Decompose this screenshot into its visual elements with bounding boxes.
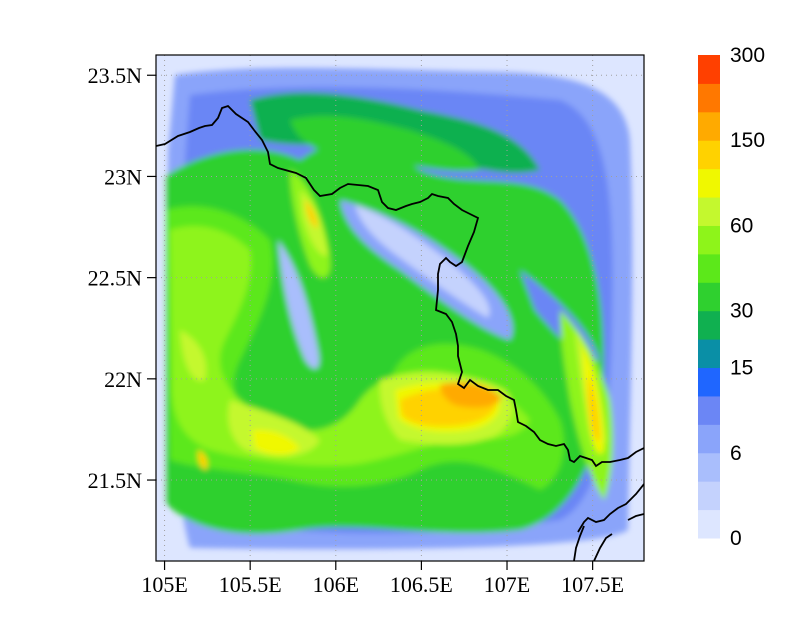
lat-tick-label: 23.5N: [88, 63, 143, 88]
colorbar-swatch: [698, 253, 720, 283]
contour-band-6-ribbon: [278, 240, 320, 369]
colorbar-swatch: [698, 367, 720, 397]
colorbar-swatch: [698, 111, 720, 141]
lon-tick-label: 106.5E: [390, 572, 453, 597]
contour-band-30-north: [290, 115, 480, 172]
colorbar-swatch: [698, 197, 720, 226]
lon-tick-label: 106E: [313, 572, 359, 597]
lon-tick-label: 107E: [484, 572, 530, 597]
colorbar-label: 30: [730, 300, 753, 323]
axis-ticks: 105E 105.5E 106E 106.5E 107E 107.5E 23.5N 23N 22…: [88, 63, 624, 597]
contour-band-150-north: [305, 200, 318, 228]
colorbar-label: 60: [730, 214, 753, 237]
colorbar: 0 6 15 30 60 150 300: [698, 44, 765, 550]
island-outline: [627, 513, 644, 521]
colorbar-swatch: [698, 282, 720, 312]
contour-band-70-a: [180, 330, 207, 381]
coastline-south: [573, 525, 585, 561]
colorbar-swatch: [698, 339, 720, 369]
colorbar-swatch: [698, 452, 720, 482]
contour-band-70-b: [228, 400, 320, 457]
colorbar-label: 0: [730, 527, 742, 550]
colorbar-label: 6: [730, 442, 742, 465]
colorbar-label: 150: [730, 129, 765, 152]
field-layer: [156, 55, 644, 561]
colorbar-swatch: [698, 225, 720, 255]
border-line-main: [156, 104, 644, 468]
lat-tick-label: 21.5N: [88, 468, 143, 493]
colorbar-swatch: [698, 83, 720, 113]
colorbar-swatch: [698, 395, 720, 425]
colorbar-swatch: [698, 140, 720, 170]
colorbar-label: 15: [730, 357, 753, 380]
lon-tick-label: 105E: [141, 572, 187, 597]
contour-band-3-ribbon: [355, 205, 490, 318]
lat-tick-label: 22N: [104, 367, 142, 392]
lon-tick-label: 105.5E: [219, 572, 282, 597]
coastline-south-2: [593, 533, 613, 561]
lon-tick-label: 107.5E: [561, 572, 624, 597]
lat-tick-label: 23N: [104, 164, 142, 189]
colorbar-swatch: [698, 55, 720, 84]
contour-band-150-west: [197, 450, 208, 470]
colorbar-swatch: [698, 168, 720, 198]
colorbar-swatch: [698, 509, 720, 539]
colorbar-swatch: [698, 481, 720, 511]
colorbar-label: 300: [730, 44, 765, 67]
plot-frame: [155, 54, 645, 562]
contour-band-150-east: [588, 375, 600, 441]
lat-tick-label: 22.5N: [88, 266, 143, 291]
coastline-east: [577, 483, 644, 533]
colorbar-swatch: [698, 310, 720, 340]
colorbar-swatch: [698, 424, 720, 454]
contour-band-100-sw: [252, 429, 300, 455]
